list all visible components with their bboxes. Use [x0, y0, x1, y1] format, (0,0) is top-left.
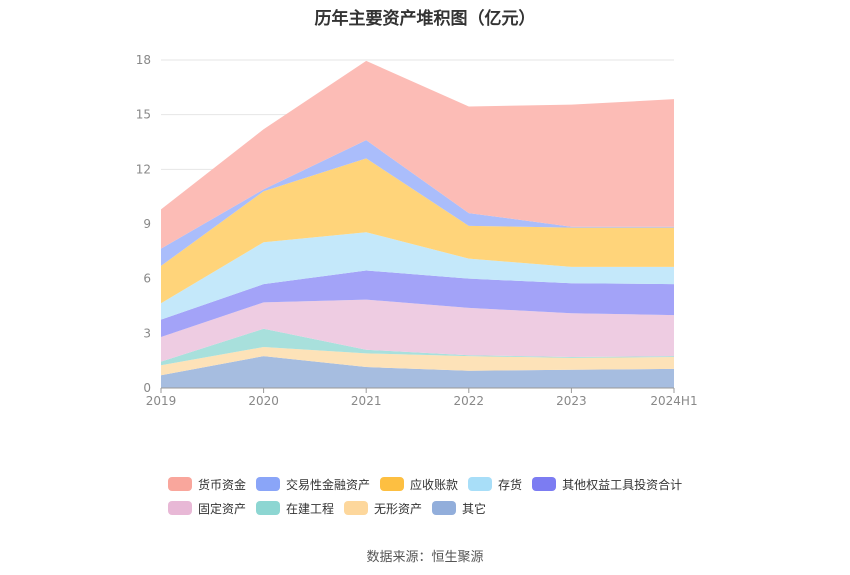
- legend-swatch-construction-in-progress: [256, 501, 281, 515]
- y-tick-label: 12: [136, 162, 151, 176]
- legend-item-intangible-assets[interactable]: 无形资产: [344, 500, 422, 517]
- y-tick-label: 15: [136, 108, 151, 122]
- legend-label-fixed-assets: 固定资产: [198, 501, 247, 516]
- legend-label-cash: 货币资金: [198, 477, 247, 492]
- legend-swatch-cash: [168, 477, 192, 491]
- legend-swatch-other: [432, 501, 457, 515]
- area-series-4[interactable]: [161, 270, 674, 337]
- legend-swatch-intangible-assets: [344, 501, 369, 515]
- legend-label-intangible-assets: 无形资产: [374, 501, 423, 516]
- legend-label-other: 其它: [462, 501, 487, 516]
- area-series-0[interactable]: [161, 356, 674, 388]
- area-series-2[interactable]: [161, 328, 674, 366]
- y-tick-label: 18: [136, 53, 151, 67]
- area-series-5[interactable]: [161, 232, 674, 320]
- legend-label-receivables: 应收账款: [410, 477, 459, 492]
- x-tick-label: 2019: [146, 394, 177, 408]
- x-tick-label: 2022: [454, 394, 485, 408]
- area-series-8[interactable]: [161, 60, 674, 249]
- legend-item-inventory[interactable]: 存货: [468, 476, 522, 493]
- legend-swatch-trading-financial-assets: [256, 477, 281, 491]
- legend-swatch-receivables: [380, 477, 405, 491]
- legend-item-trading-financial-assets[interactable]: 交易性金融资产: [256, 476, 370, 493]
- legend-label-other-equity-investments: 其他权益工具投资合计: [562, 477, 683, 492]
- legend-item-receivables[interactable]: 应收账款: [380, 476, 458, 493]
- y-tick-label: 3: [143, 326, 151, 340]
- legend: 货币资金 交易性金融资产 应收账款 存货 其他权益工具投资合计 固定资产 在建工…: [168, 472, 728, 520]
- legend-item-construction-in-progress[interactable]: 在建工程: [256, 500, 334, 517]
- legend-label-trading-financial-assets: 交易性金融资产: [286, 477, 371, 492]
- legend-swatch-other-equity-investments: [532, 477, 557, 491]
- legend-item-cash[interactable]: 货币资金: [168, 476, 246, 493]
- legend-swatch-fixed-assets: [168, 501, 192, 515]
- y-tick-label: 9: [143, 217, 151, 231]
- legend-label-inventory: 存货: [498, 477, 523, 492]
- legend-item-fixed-assets[interactable]: 固定资产: [168, 500, 246, 517]
- chart-title: 历年主要资产堆积图（亿元）: [314, 9, 536, 29]
- area-series-1[interactable]: [161, 347, 674, 376]
- legend-item-other-equity-investments[interactable]: 其他权益工具投资合计: [532, 476, 682, 493]
- y-tick-label: 0: [143, 381, 151, 395]
- legend-item-other[interactable]: 其它: [432, 500, 486, 517]
- x-tick-label: 2024H1: [650, 394, 697, 408]
- legend-row-1: 货币资金 交易性金融资产 应收账款 存货 其他权益工具投资合计: [168, 472, 728, 496]
- x-tick-label: 2020: [248, 394, 279, 408]
- data-source: 数据来源：恒生聚源: [366, 550, 484, 565]
- area-series-3[interactable]: [161, 299, 674, 362]
- area-series-6[interactable]: [161, 158, 674, 304]
- legend-label-construction-in-progress: 在建工程: [286, 501, 335, 516]
- x-tick-label: 2021: [351, 394, 382, 408]
- legend-swatch-inventory: [468, 477, 493, 491]
- y-tick-label: 6: [143, 272, 151, 286]
- x-tick-label: 2023: [556, 394, 587, 408]
- legend-row-2: 固定资产 在建工程 无形资产 其它: [168, 496, 728, 520]
